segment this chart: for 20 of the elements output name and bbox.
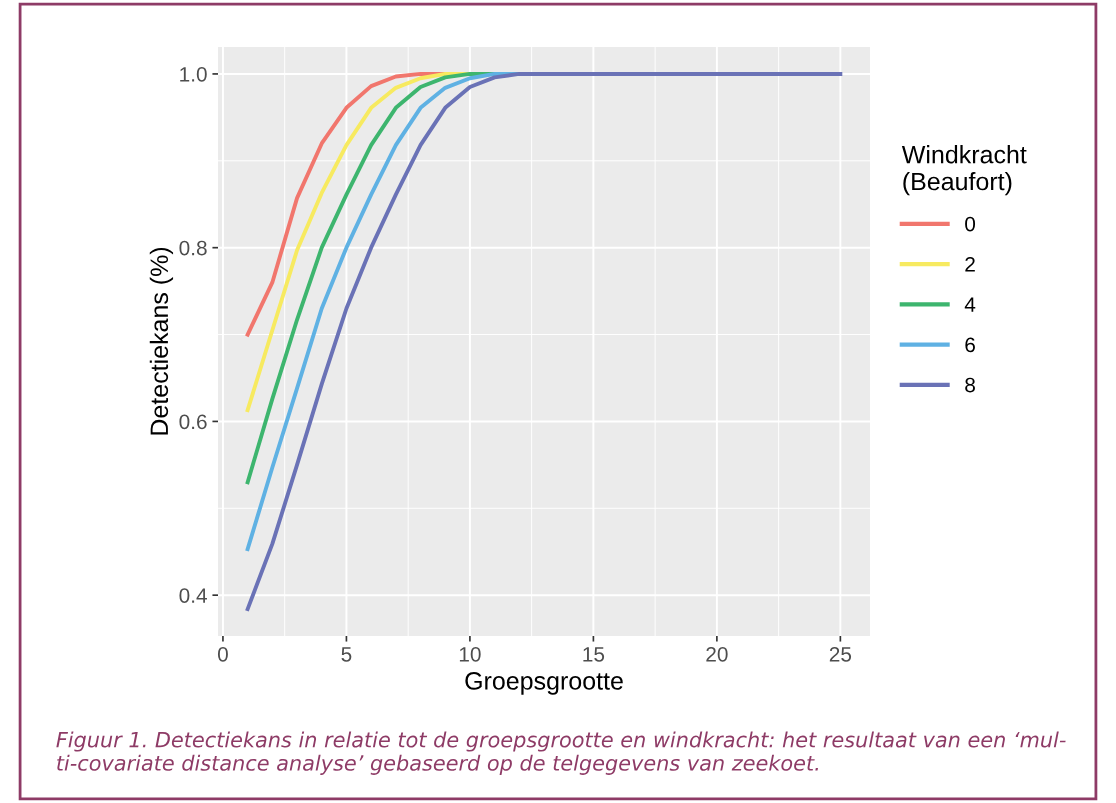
y-tick-label: 0.4 xyxy=(179,588,207,603)
legend-label: 8 xyxy=(965,377,975,393)
legend-label: 6 xyxy=(965,337,975,353)
text: Figuur 1. Detectiekans in relatie tot de groepsgrootte en windkracht: het resultaat van een ‘mul- ti-covariate distance analyse’ gebaseerd op de telgegevens van zeekoet. xyxy=(56,731,1066,775)
legend-title: Windkracht (Beaufort) xyxy=(901,145,1027,196)
x-tick-label: 10 xyxy=(459,646,481,662)
x-tick-label: 25 xyxy=(829,646,852,662)
legend-label: 4 xyxy=(964,297,976,312)
y-tick-label: 1.0 xyxy=(180,66,207,82)
legend-label: 0 xyxy=(965,216,976,232)
y-tick-label: 0.6 xyxy=(179,414,207,430)
x-axis-title: Groepsgrootte xyxy=(465,672,623,695)
y-axis-title: Detectiekans (%) xyxy=(149,247,174,435)
x-tick-label: 5 xyxy=(341,647,352,662)
legend-label: 2 xyxy=(965,256,975,272)
x-tick-label: 0 xyxy=(217,646,228,662)
x-tick-label: 15 xyxy=(583,647,605,662)
y-tick-label: 0.8 xyxy=(179,240,207,256)
x-tick-label: 20 xyxy=(706,646,728,662)
line-series xyxy=(245,71,843,612)
